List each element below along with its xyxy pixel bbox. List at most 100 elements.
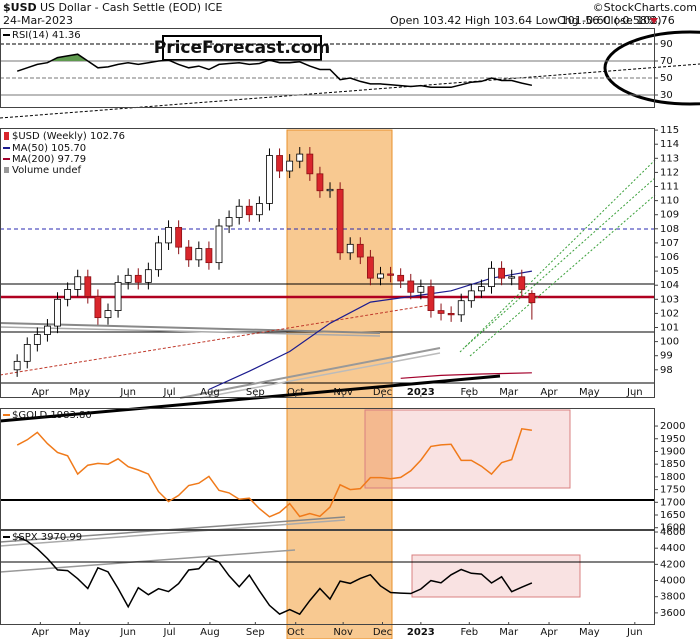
y-tick-label: 3800 [660, 592, 685, 603]
candle-body [175, 226, 183, 248]
candle-body [508, 276, 516, 279]
legend-icon [4, 167, 9, 173]
y-tick-label: 108 [660, 224, 679, 235]
trend-line [0, 549, 296, 573]
x-tick-label: May [579, 387, 600, 398]
x-tick-label: Jun [626, 627, 643, 638]
candle-body [457, 300, 465, 316]
y-tick-label: 1750 [660, 485, 685, 496]
y-tick-label: 1650 [660, 510, 685, 521]
legend-label: MA(200) 97.79 [12, 154, 86, 165]
chart-title: $GOLD 1983.80 [12, 410, 92, 421]
x-tick-label: May [579, 627, 600, 638]
y-tick-label: 98 [660, 365, 673, 376]
chart-title: $SPX 3970.99 [12, 532, 82, 543]
candle-body [488, 267, 495, 288]
x-tick-label: Dec [373, 387, 392, 398]
change-arrow [650, 18, 658, 24]
candle-body [195, 248, 203, 261]
data-line [16, 53, 533, 89]
candle-body [215, 225, 223, 264]
x-tick-label: Oct [287, 387, 304, 398]
y-tick-label: 2000 [660, 421, 685, 432]
candle-body [346, 243, 354, 254]
candle-body [417, 286, 425, 293]
candle-body [447, 313, 455, 316]
candle-body [124, 274, 132, 283]
candle-body [74, 276, 82, 290]
trend-line [0, 304, 431, 376]
y-tick-label: 4200 [660, 559, 685, 570]
candle-body [23, 344, 31, 362]
y-tick-label: 1600 [660, 523, 685, 534]
date: 24-Mar-2023 [3, 14, 73, 27]
y-tick-label: 104 [660, 280, 679, 291]
x-tick-label: 2023 [407, 387, 435, 398]
candle-body [437, 310, 445, 314]
panel-frame [0, 408, 655, 530]
watermark: PriceForecast.com [154, 38, 331, 58]
y-tick-label: 1800 [660, 472, 685, 483]
plot-area [13, 147, 536, 391]
candle-body [478, 286, 485, 292]
y-tick-label: 101 [660, 323, 679, 334]
y-tick-label: 111 [660, 182, 679, 193]
candle-body [104, 310, 112, 319]
candle-body [286, 160, 294, 172]
y-tick-label: 107 [660, 238, 679, 249]
quote: Open 103.42 High 103.64 Low 101.56 Close… [390, 14, 675, 27]
y-tick-label: 1700 [660, 497, 685, 508]
x-tick-label: Apr [32, 387, 50, 398]
x-tick-label: Feb [460, 627, 478, 638]
candle-body [205, 248, 213, 264]
x-tick-label: Aug [200, 627, 220, 638]
candle-body [144, 269, 152, 283]
y-tick-label: 30 [660, 90, 673, 101]
candle-body [255, 203, 263, 216]
candle-body [356, 243, 364, 258]
candle-body [498, 267, 505, 279]
candle-body [366, 256, 374, 279]
instrument-name: US Dollar - Cash Settle (EOD) ICE [40, 1, 222, 14]
symbol: $USD [3, 1, 37, 14]
candle-body [427, 286, 435, 311]
x-tick-label: Jul [163, 627, 176, 638]
panel-frame [0, 128, 655, 398]
y-tick-label: 103 [660, 294, 679, 305]
y-tick-label: 99 [660, 351, 673, 362]
y-tick-label: 113 [660, 153, 679, 164]
data-line [16, 535, 533, 616]
candle-body [185, 246, 193, 261]
chart-title: RSI(14) 41.36 [12, 30, 81, 41]
x-tick-label: Dec [373, 627, 392, 638]
plot-area [16, 427, 533, 518]
x-tick-label: Feb [460, 387, 478, 398]
annotation-ellipse [603, 30, 700, 106]
candle-body [407, 280, 415, 293]
x-tick-label: Jun [119, 627, 136, 638]
candle-body [64, 289, 72, 300]
y-tick-label: 100 [660, 337, 679, 348]
candle-body [114, 281, 122, 311]
x-tick-label: Nov [333, 387, 353, 398]
x-tick-label: Nov [333, 627, 353, 638]
candle-body [225, 217, 233, 227]
x-tick-label: 2023 [407, 627, 435, 638]
y-tick-label: 114 [660, 139, 679, 150]
y-tick-label: 106 [660, 252, 679, 263]
candle-body [54, 298, 61, 327]
trend-line [199, 352, 441, 399]
y-tick-label: 1950 [660, 434, 685, 445]
candle-body [326, 188, 334, 192]
y-tick-label: 50 [660, 73, 673, 84]
legend-label: MA(50) 105.70 [12, 143, 86, 154]
y-tick-label: 3600 [660, 608, 685, 619]
x-tick-label: Oct [287, 627, 304, 638]
candle-body [84, 276, 92, 297]
candle-body [245, 205, 253, 216]
legend-icon [4, 132, 9, 140]
y-tick-label: 102 [660, 308, 679, 319]
y-tick-label: 4400 [660, 543, 685, 554]
candle-body [377, 273, 384, 279]
